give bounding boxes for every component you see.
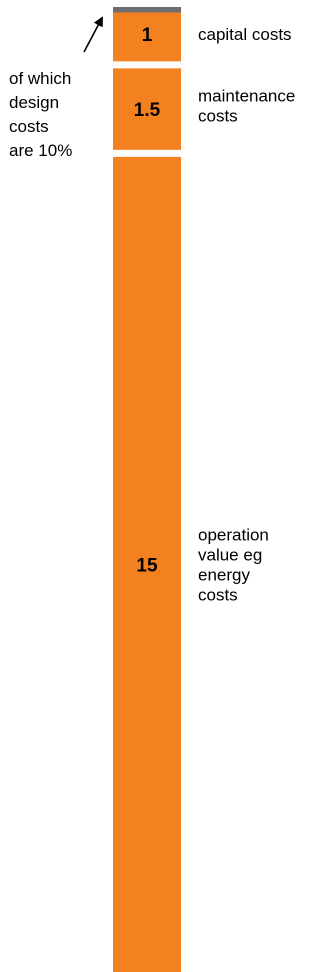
segment-label-1-line-1: costs bbox=[198, 106, 238, 125]
design-cost-annotation: of which design costs are 10% bbox=[9, 16, 103, 160]
segment-label-0-line-0: capital costs bbox=[198, 25, 292, 44]
annotation-line-3: are 10% bbox=[9, 141, 72, 160]
annotation-line-1: design bbox=[9, 93, 59, 112]
bar-segment-2 bbox=[113, 156, 181, 972]
segment-label-2-line-3: costs bbox=[198, 585, 238, 604]
bar-segment-value-0: 1 bbox=[142, 25, 153, 46]
bar-segment-value-2: 15 bbox=[136, 555, 158, 576]
segment-label-1-line-0: maintenance bbox=[198, 86, 295, 105]
annotation-line-0: of which bbox=[9, 69, 71, 88]
bar-segment-value-1: 1.5 bbox=[134, 100, 161, 121]
segment-label-2-line-2: energy bbox=[198, 565, 250, 584]
segment-label-2-line-0: operation bbox=[198, 525, 269, 544]
segment-label-2-line-1: value eg bbox=[198, 545, 262, 564]
annotation-arrow bbox=[83, 16, 103, 53]
design-cost-highlight bbox=[113, 7, 181, 13]
segment-labels: 1 capital costs1.5maintenancecosts15opera… bbox=[134, 25, 296, 604]
bar-segment-1 bbox=[113, 68, 181, 150]
bar-stack bbox=[113, 7, 181, 972]
annotation-line-2: costs bbox=[9, 117, 49, 136]
bar-segment-0 bbox=[113, 7, 181, 62]
